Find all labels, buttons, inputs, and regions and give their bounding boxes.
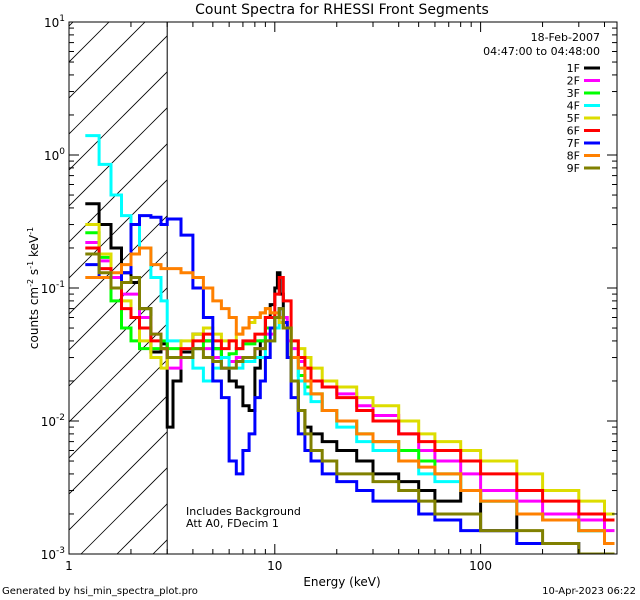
hatch-line [69,35,168,135]
hatch-line [69,143,168,243]
legend-label-1F: 1F [567,62,580,75]
legend-label-6F: 6F [567,125,580,138]
hatch-line [69,287,168,387]
series-line-9F [85,252,615,554]
hatch-line [69,22,146,99]
hatch-line [261,0,640,554]
x-axis-label: Energy (keV) [303,575,380,589]
note-attenuator: Att A0, FDecim 1 [186,517,279,530]
y-tick-label-1e-2: 10-2 [41,413,65,429]
series-line-6F [85,246,615,522]
chart-title: Count Spectra for RHESSI Front Segments [195,2,489,18]
footer-timestamp: 10-Apr-2023 06:22 [542,586,636,597]
x-tick-label-1: 1 [65,559,73,573]
legend-label-2F: 2F [567,75,580,88]
hatch-line [69,22,110,63]
series-layer [85,134,615,554]
legend-label-9F: 9F [567,162,580,175]
x-tick-label-10: 10 [267,559,282,573]
series-line-7F [85,214,615,554]
legend-label-3F: 3F [567,87,580,100]
hatch-line [69,395,168,495]
legend-label-4F: 4F [567,100,580,113]
observation-date: 18-Feb-2007 [531,31,600,44]
y-tick-label-1e1: 101 [44,14,65,30]
hatch-line [69,359,168,459]
hatch-line [69,323,168,423]
observation-time-range: 04:47:00 to 04:48:00 [483,45,600,58]
legend-label-5F: 5F [567,112,580,125]
y-tick-labels: 10-3 10-2 10-1 100 101 [41,14,66,562]
series-line-8F [85,246,615,545]
y-tick-label-1e-3: 10-3 [41,546,65,562]
legend-label-7F: 7F [567,137,580,150]
hatch-line [69,251,168,351]
legend-label-8F: 8F [567,150,580,163]
footer-generated-by: Generated by hsi_min_spectra_plot.pro [2,586,198,597]
y-tick-label-1e-1: 10-1 [41,280,65,296]
hatch-line [69,431,168,531]
hatch-line [80,467,168,554]
series-line-4F [85,134,615,545]
axis-ticks [68,21,617,555]
x-tick-labels: 1 10 100 [65,559,492,573]
y-axis-label: counts cm-2 s-1 keV-1 [26,227,41,349]
y-tick-label-1e0: 100 [44,147,65,163]
x-tick-label-100: 100 [469,559,492,573]
note-background: Includes Background [186,505,301,518]
hatch-line [69,215,168,315]
